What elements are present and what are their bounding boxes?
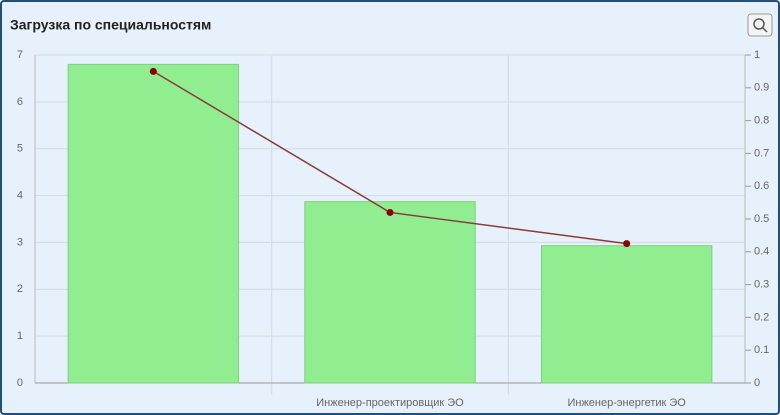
chart-title: Загрузка по специальностям bbox=[10, 17, 211, 33]
y-tick-label: 7 bbox=[17, 49, 23, 61]
y2-tick-label: 1 bbox=[754, 49, 760, 61]
y2-tick-label: 0.5 bbox=[754, 213, 769, 225]
y-tick-label: 3 bbox=[17, 236, 23, 248]
line-point bbox=[386, 208, 394, 216]
y2-tick-label: 0.9 bbox=[754, 82, 769, 94]
y-tick-label: 2 bbox=[17, 283, 23, 295]
y-tick-label: 1 bbox=[17, 330, 23, 342]
y-tick-label: 4 bbox=[17, 189, 23, 201]
line-point bbox=[149, 67, 157, 75]
bar bbox=[540, 245, 713, 384]
y2-tick-label: 0.7 bbox=[754, 147, 769, 159]
x-tick-label: Инженер-энергетик ЭО bbox=[567, 397, 686, 409]
y2-tick-label: 0.3 bbox=[754, 279, 769, 291]
search-icon-handle[interactable] bbox=[762, 27, 768, 33]
bar bbox=[304, 201, 476, 384]
search-button[interactable] bbox=[747, 13, 773, 37]
y-tick-label: 5 bbox=[17, 143, 23, 155]
y-tick-label: 0 bbox=[17, 377, 23, 389]
y2-tick-label: 0.4 bbox=[754, 246, 769, 258]
button-frame[interactable] bbox=[747, 13, 773, 37]
y2-tick-label: 0 bbox=[754, 377, 760, 389]
line-point bbox=[623, 240, 631, 248]
y2-tick-label: 0.8 bbox=[754, 115, 769, 127]
y2-tick-label: 0.6 bbox=[754, 180, 769, 192]
x-tick-label: Инженер-проектировщик ЭО bbox=[316, 397, 464, 409]
y-tick-label: 6 bbox=[17, 96, 23, 108]
y2-tick-label: 0.2 bbox=[754, 311, 769, 323]
y2-tick-label: 0.1 bbox=[754, 344, 769, 356]
bar bbox=[67, 63, 240, 384]
search-icon[interactable] bbox=[753, 18, 765, 30]
